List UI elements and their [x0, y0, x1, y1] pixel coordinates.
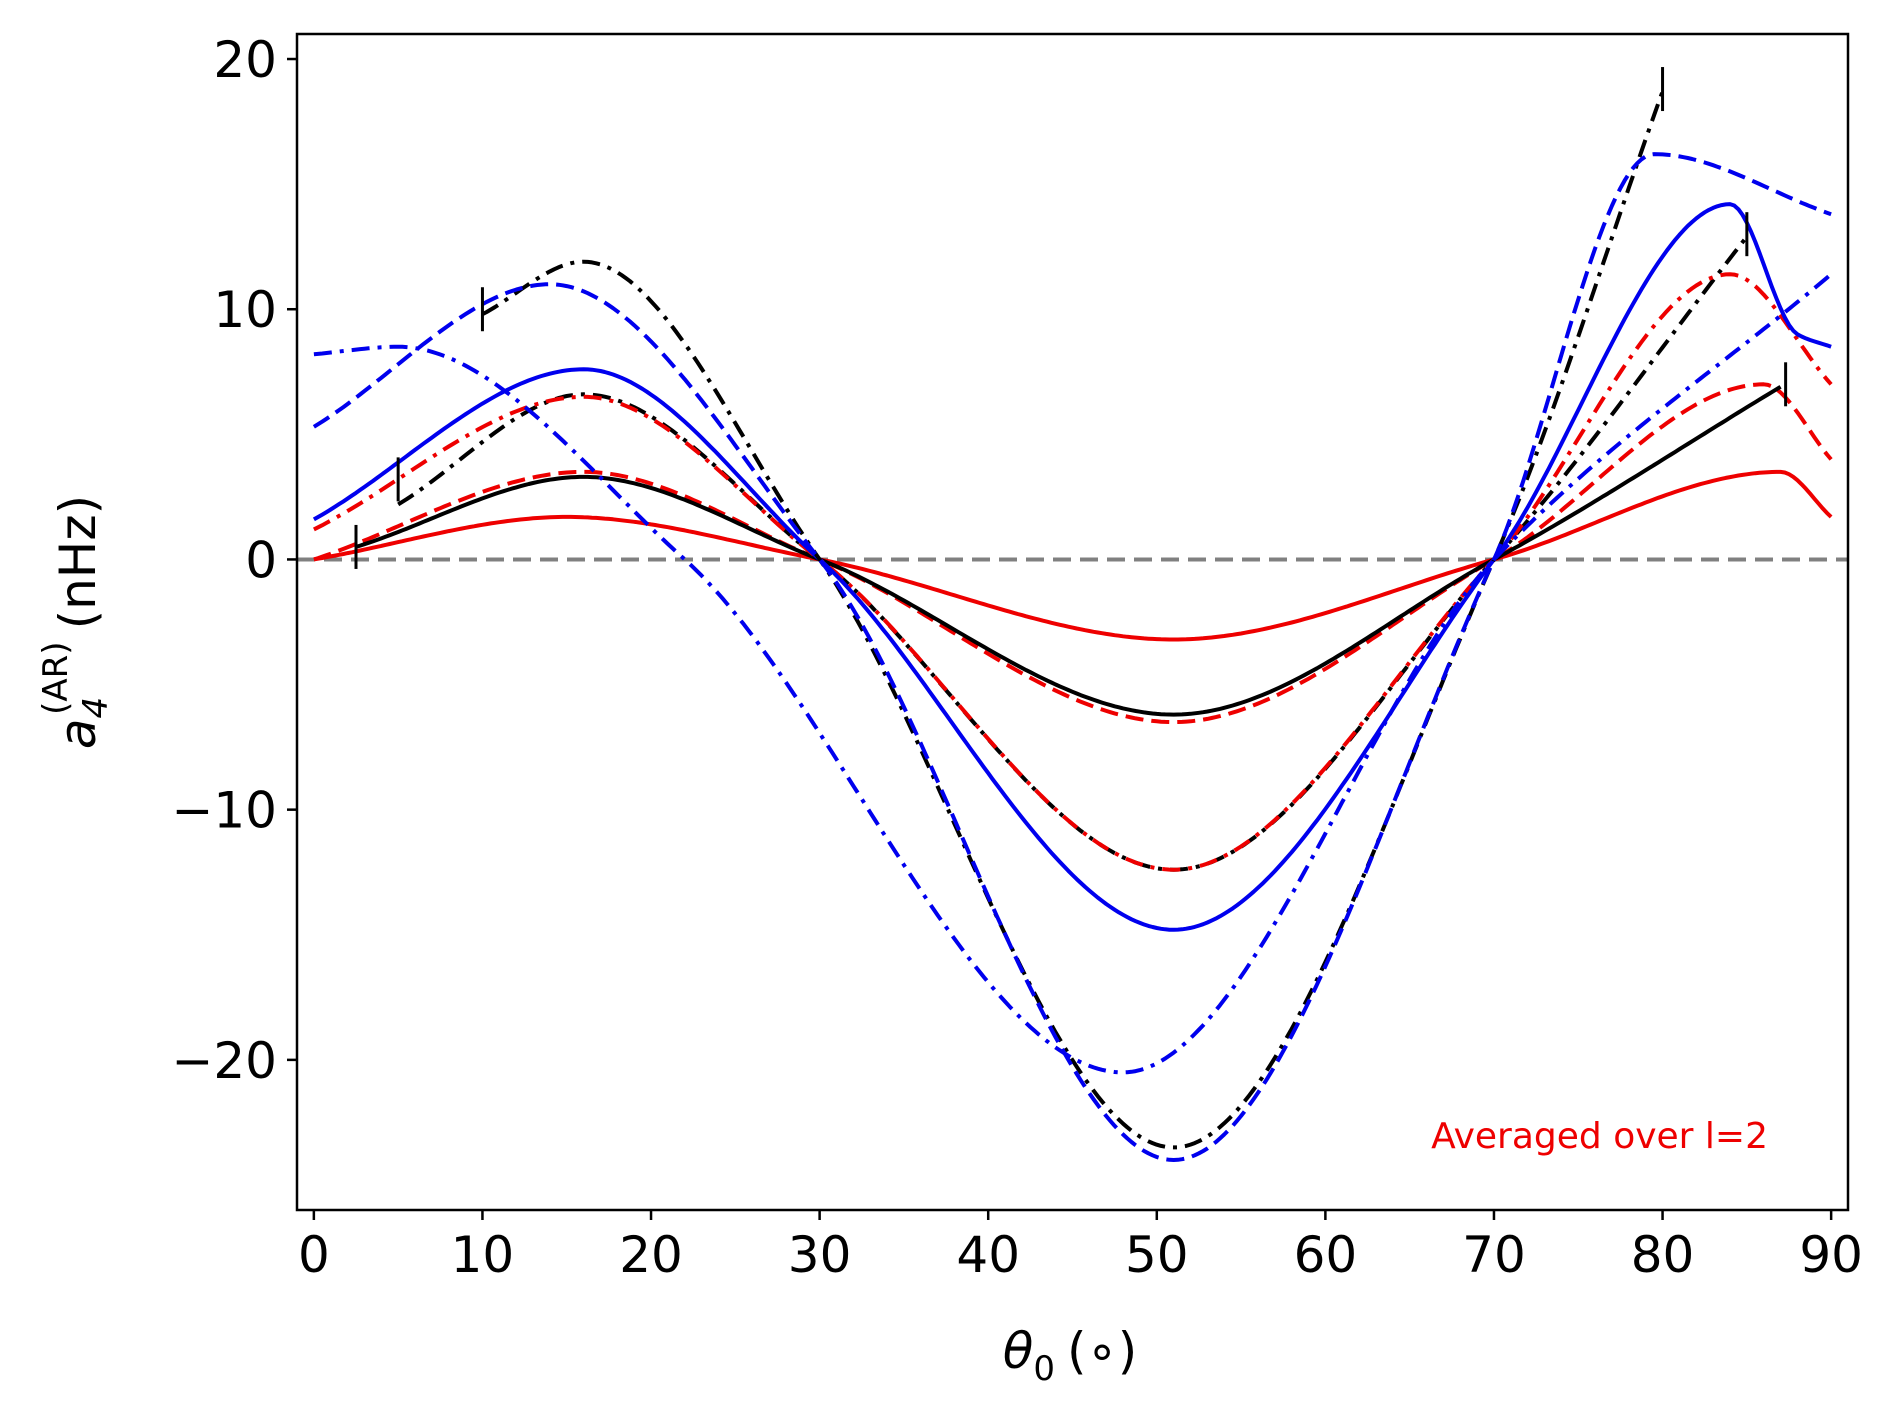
plot-frame [295, 32, 1850, 1212]
series-line-blue-solid [312, 202, 1832, 932]
y-axis-ticks: −20 −10 0 10 20 [171, 31, 297, 1090]
series-line-blue-dashed [312, 152, 1832, 1162]
series-line-red-dashdot [313, 272, 1833, 872]
series-layer [297, 90, 1848, 1162]
x-tick-label: 90 [1799, 1226, 1863, 1284]
x-tick-label: 60 [1294, 1226, 1358, 1284]
x-tick-label: 30 [788, 1226, 852, 1284]
y-tick-label: 0 [245, 531, 277, 589]
series-line-red-solid [313, 469, 1833, 642]
plot-area: Averaged over l=2 [295, 32, 1850, 1212]
series-line-black-dashdot-large [481, 90, 1665, 1150]
annotation-text: Averaged over l=2 [1431, 1116, 1768, 1157]
y-tick-label: −10 [171, 782, 277, 840]
x-tick-label: 20 [619, 1226, 683, 1284]
x-axis-label: θ0 (∘) [1003, 1322, 1138, 1389]
x-tick-label: 10 [451, 1226, 515, 1284]
x-tick-label: 50 [1125, 1226, 1189, 1284]
series-line-red-dashed [313, 382, 1833, 725]
series-line-black-solid [355, 385, 1782, 717]
x-tick-label: 80 [1631, 1226, 1695, 1284]
y-tick-label: −20 [171, 1032, 277, 1090]
y-axis-label: a4(AR)(nHz) [36, 495, 116, 749]
x-tick-label: 0 [298, 1226, 330, 1284]
y-tick-label: 10 [213, 281, 277, 339]
x-tick-label: 40 [956, 1226, 1020, 1284]
series-line-blue-dashdot [313, 272, 1833, 1075]
marker-layer [354, 67, 1788, 569]
x-tick-label: 70 [1462, 1226, 1526, 1284]
x-axis-ticks: 0 10 20 30 40 50 60 70 80 90 [298, 1210, 1863, 1284]
y-tick-label: 20 [213, 31, 277, 89]
